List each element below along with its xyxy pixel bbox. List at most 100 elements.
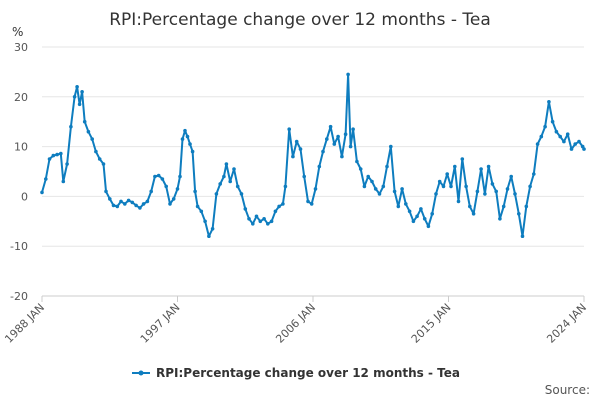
data-point[interactable] (75, 85, 79, 89)
data-point[interactable] (108, 197, 112, 201)
data-point[interactable] (460, 157, 465, 161)
data-point[interactable] (287, 127, 292, 131)
data-point[interactable] (517, 212, 521, 216)
data-point[interactable] (40, 190, 44, 195)
data-point[interactable] (370, 179, 374, 184)
data-point[interactable] (178, 174, 182, 179)
data-point[interactable] (156, 173, 161, 178)
data-point[interactable] (247, 217, 251, 221)
data-point[interactable] (175, 187, 180, 191)
data-point[interactable] (69, 124, 73, 129)
data-point[interactable] (404, 202, 408, 206)
data-point[interactable] (266, 222, 270, 226)
data-point[interactable] (281, 202, 285, 206)
data-point[interactable] (426, 224, 431, 229)
data-point[interactable] (195, 204, 200, 209)
data-point[interactable] (539, 134, 544, 139)
data-point[interactable] (479, 167, 483, 171)
data-point[interactable] (228, 179, 232, 184)
data-point[interactable] (123, 202, 127, 206)
data-point[interactable] (210, 227, 215, 231)
data-point[interactable] (396, 204, 401, 209)
data-point[interactable] (232, 167, 236, 171)
data-point[interactable] (239, 192, 244, 196)
data-point[interactable] (547, 100, 551, 104)
data-point[interactable] (222, 174, 226, 179)
data-point[interactable] (160, 177, 165, 181)
data-point[interactable] (577, 139, 581, 144)
data-point[interactable] (283, 184, 288, 189)
data-point[interactable] (565, 132, 570, 136)
data-point[interactable] (381, 184, 386, 189)
data-point[interactable] (55, 152, 59, 157)
data-point[interactable] (273, 209, 278, 214)
data-point[interactable] (203, 219, 207, 224)
data-point[interactable] (483, 192, 487, 196)
data-point[interactable] (336, 134, 340, 139)
data-point[interactable] (532, 172, 536, 176)
data-point[interactable] (104, 189, 108, 194)
data-point[interactable] (59, 151, 63, 156)
data-point[interactable] (183, 128, 187, 133)
data-point[interactable] (294, 139, 299, 144)
data-point[interactable] (471, 212, 476, 216)
data-point[interactable] (400, 187, 404, 191)
data-point[interactable] (468, 204, 472, 209)
data-point[interactable] (82, 119, 87, 124)
data-point[interactable] (101, 162, 106, 166)
data-point[interactable] (524, 204, 529, 209)
data-point[interactable] (501, 204, 506, 209)
data-point[interactable] (72, 95, 77, 99)
data-point[interactable] (569, 147, 574, 151)
data-point[interactable] (340, 154, 344, 159)
data-point[interactable] (419, 207, 423, 211)
data-point[interactable] (441, 184, 446, 189)
data-point[interactable] (373, 187, 378, 191)
data-point[interactable] (218, 182, 222, 186)
data-point[interactable] (486, 164, 491, 169)
data-point[interactable] (80, 90, 84, 94)
data-point[interactable] (134, 203, 138, 208)
data-point[interactable] (437, 179, 442, 184)
data-point[interactable] (558, 134, 562, 139)
data-point[interactable] (111, 203, 116, 208)
data-point[interactable] (180, 137, 185, 141)
data-point[interactable] (86, 129, 91, 134)
data-point[interactable] (411, 219, 416, 224)
data-point[interactable] (164, 184, 168, 189)
data-point[interactable] (573, 142, 577, 146)
data-point[interactable] (185, 134, 190, 139)
data-point[interactable] (298, 147, 303, 151)
data-point[interactable] (456, 199, 461, 204)
data-point[interactable] (449, 184, 453, 189)
data-point[interactable] (346, 72, 350, 77)
data-point[interactable] (302, 174, 307, 179)
data-point[interactable] (505, 187, 510, 191)
data-point[interactable] (269, 219, 274, 224)
data-point[interactable] (309, 202, 314, 206)
data-point[interactable] (453, 164, 457, 169)
data-point[interactable] (243, 207, 248, 211)
data-point[interactable] (392, 189, 397, 194)
data-point[interactable] (343, 132, 348, 136)
data-point[interactable] (543, 124, 547, 129)
data-point[interactable] (389, 144, 393, 149)
data-point[interactable] (513, 192, 517, 196)
data-point[interactable] (528, 184, 532, 189)
data-point[interactable] (464, 184, 468, 189)
data-point[interactable] (145, 199, 150, 204)
data-point[interactable] (190, 149, 195, 154)
data-point[interactable] (494, 189, 499, 194)
data-point[interactable] (235, 184, 240, 189)
data-point[interactable] (306, 199, 310, 204)
data-point[interactable] (475, 189, 480, 194)
data-point[interactable] (422, 217, 427, 221)
data-point[interactable] (328, 124, 333, 129)
data-point[interactable] (138, 206, 142, 210)
data-point[interactable] (562, 139, 566, 144)
legend[interactable]: RPI:Percentage change over 12 months - T… (132, 366, 460, 380)
data-point[interactable] (430, 212, 435, 216)
data-point[interactable] (224, 162, 229, 166)
data-point[interactable] (582, 147, 586, 151)
data-point[interactable] (77, 102, 82, 107)
